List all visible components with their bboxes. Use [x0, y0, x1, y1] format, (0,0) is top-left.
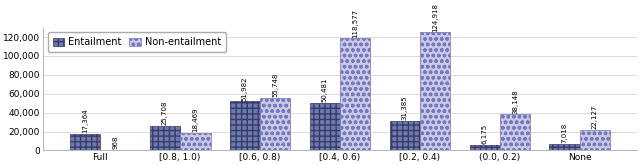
- Bar: [230, 101, 260, 150]
- Text: 18,469: 18,469: [193, 108, 198, 132]
- Bar: [470, 145, 500, 150]
- Bar: [500, 114, 531, 150]
- Text: 55,748: 55,748: [272, 73, 278, 97]
- Bar: [100, 149, 131, 150]
- Text: 31,385: 31,385: [402, 95, 408, 120]
- Legend: Entailment, Non-entailment: Entailment, Non-entailment: [47, 33, 226, 52]
- Text: 968: 968: [113, 135, 118, 149]
- Text: 50,481: 50,481: [322, 78, 328, 102]
- Text: 22,127: 22,127: [592, 104, 598, 129]
- Bar: [70, 134, 100, 150]
- Bar: [150, 126, 180, 150]
- Bar: [580, 130, 610, 150]
- Bar: [550, 144, 580, 150]
- Bar: [180, 133, 211, 150]
- Bar: [310, 103, 340, 150]
- Text: 38,148: 38,148: [512, 89, 518, 114]
- Bar: [420, 32, 451, 150]
- Text: 25,708: 25,708: [162, 101, 168, 125]
- Text: 124,918: 124,918: [432, 3, 438, 32]
- Text: 7,018: 7,018: [562, 123, 568, 143]
- Text: 51,982: 51,982: [242, 76, 248, 100]
- Bar: [390, 121, 420, 150]
- Text: 6,175: 6,175: [482, 124, 488, 144]
- Bar: [340, 38, 371, 150]
- Text: 118,577: 118,577: [352, 9, 358, 38]
- Bar: [260, 98, 291, 150]
- Text: 17,364: 17,364: [82, 109, 88, 133]
